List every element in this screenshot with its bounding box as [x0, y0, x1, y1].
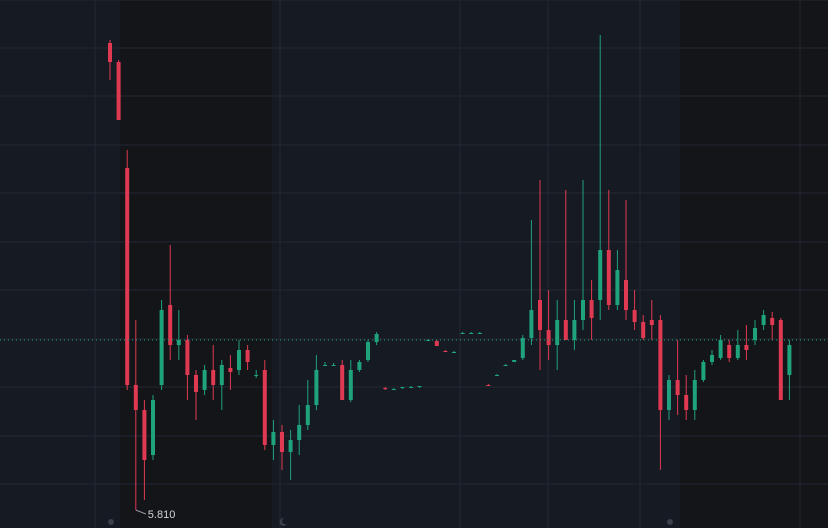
- candle-body: [323, 365, 327, 366]
- candle-body: [649, 320, 654, 325]
- candle-body: [142, 410, 147, 460]
- candle-body: [366, 342, 370, 360]
- candle-body: [632, 310, 637, 322]
- candle-body: [391, 389, 396, 390]
- candle-body: [219, 365, 224, 385]
- candle-body: [581, 300, 585, 320]
- candle-body: [624, 280, 628, 310]
- candle-body: [159, 310, 164, 385]
- candle-body: [434, 341, 439, 346]
- candle-body: [400, 387, 405, 388]
- candle-body: [357, 362, 362, 370]
- low-label-leader: [135, 509, 146, 515]
- candle-body: [185, 340, 190, 375]
- candle-body: [546, 330, 551, 345]
- moon-icon: [279, 517, 287, 526]
- candle-body: [512, 360, 517, 362]
- candle-body: [116, 62, 121, 120]
- candle-body: [718, 340, 723, 358]
- candle-body: [237, 350, 241, 370]
- candle-body: [331, 365, 336, 366]
- candle-body: [520, 338, 525, 358]
- candle-body: [133, 385, 138, 410]
- candle-body: [460, 333, 465, 334]
- candle-body: [383, 388, 388, 389]
- candle-body: [787, 345, 792, 375]
- candle-body: [194, 375, 198, 392]
- candle-body: [727, 345, 732, 358]
- candle-body: [409, 387, 413, 388]
- candle-body: [744, 345, 749, 350]
- candle-body: [606, 250, 611, 305]
- candle-body: [615, 270, 620, 305]
- candle-body: [778, 320, 783, 400]
- candle-body: [684, 395, 689, 410]
- candle-body: [555, 320, 560, 345]
- candle-body: [314, 370, 319, 405]
- candle-body: [297, 425, 302, 440]
- candle-body: [486, 385, 491, 386]
- candle-body: [108, 43, 112, 62]
- candle-body: [529, 310, 534, 338]
- candle-body: [770, 318, 775, 325]
- candle-body: [340, 365, 345, 400]
- candle-body: [598, 250, 603, 300]
- candle-body: [658, 320, 663, 410]
- candle-body: [228, 368, 233, 372]
- candle-body: [735, 345, 740, 358]
- candle-body: [288, 440, 293, 452]
- candle-body: [125, 168, 130, 385]
- candle-body: [495, 375, 499, 376]
- candle-body: [477, 333, 482, 334]
- candle-body: [211, 370, 216, 385]
- candle-body: [538, 300, 542, 330]
- candle-body: [271, 432, 276, 445]
- sun-icon: [108, 519, 114, 525]
- candle-body: [503, 365, 508, 366]
- candle-body: [254, 375, 259, 376]
- candle-body: [305, 405, 310, 425]
- candle-body: [176, 340, 181, 345]
- candle-body: [667, 380, 671, 410]
- candle-body: [701, 362, 706, 380]
- candle-body: [572, 320, 577, 340]
- candle-body: [563, 320, 568, 340]
- candle-body: [202, 370, 207, 390]
- candle-body: [443, 351, 448, 352]
- candle-body: [374, 334, 379, 342]
- candle-body: [452, 352, 456, 353]
- candle-body: [753, 328, 757, 340]
- candle-body: [589, 300, 594, 318]
- candle-body: [417, 386, 422, 387]
- candle-body: [761, 315, 766, 325]
- candles: 5.810: [0, 35, 828, 521]
- candle-body: [168, 305, 173, 345]
- candle-body: [151, 400, 155, 455]
- low-label: 5.810: [148, 509, 176, 521]
- candle-body: [692, 380, 697, 410]
- candle-body: [245, 350, 250, 362]
- candle-body: [675, 380, 680, 395]
- candle-body: [280, 432, 284, 452]
- candle-body: [262, 370, 267, 445]
- candle-body: [641, 322, 646, 338]
- candle-body: [348, 370, 353, 400]
- sun-icon: [667, 519, 673, 525]
- candle-body: [469, 333, 474, 334]
- candle-body: [710, 355, 714, 362]
- session-shade: [680, 0, 828, 528]
